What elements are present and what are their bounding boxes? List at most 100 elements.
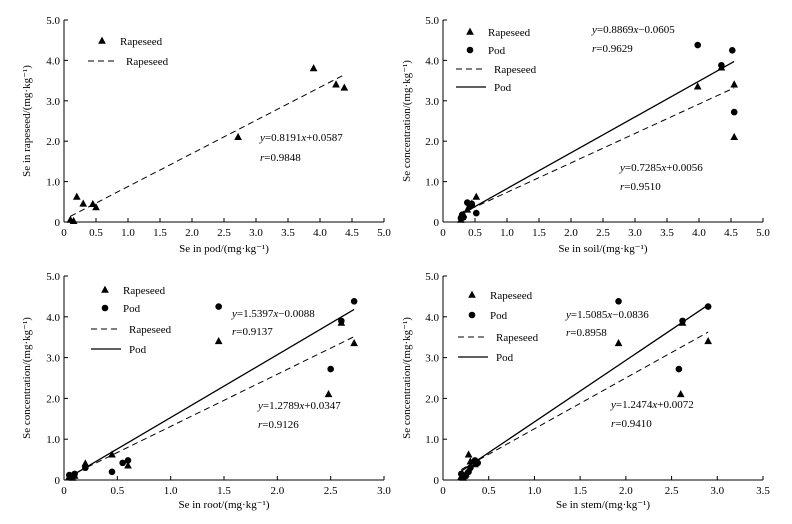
y-tick-label: 2.0 <box>46 136 60 148</box>
x-tick-label: 3.5 <box>660 227 674 239</box>
fit-equation: y=1.5397x−0.0088 <box>231 308 315 320</box>
y-tick-label: 4.0 <box>425 312 439 324</box>
legend-marker-circle <box>101 304 109 312</box>
legend-item-circle: Pod <box>466 45 506 57</box>
legend-item-solid: Pod <box>458 352 514 364</box>
data-point-pod <box>71 470 78 478</box>
fit-line-rapeseed <box>70 73 346 217</box>
fit-r-value: r=0.9410 <box>611 418 652 430</box>
y-axis-label: Se concentration/(mg·kg⁻¹) <box>401 317 413 439</box>
fit-equation: y=0.8191x+0.0587 <box>259 132 343 144</box>
x-tick-label: 3.0 <box>249 227 263 239</box>
data-point-pod <box>338 317 345 325</box>
legend-label: Rapeseed <box>496 332 539 344</box>
y-tick-label: 4.0 <box>425 55 439 67</box>
data-point-pod <box>327 365 334 373</box>
fit-equation: y=1.2474x+0.0072 <box>610 399 694 411</box>
data-point-pod <box>730 108 738 116</box>
data-point-rapeseed <box>88 199 97 208</box>
legend-item-dashed: Rapeseed <box>88 56 169 68</box>
x-tick-label: 1.5 <box>573 485 587 497</box>
x-tick-label: 0 <box>440 485 446 497</box>
fit-equation: y=0.8869x−0.0605 <box>591 24 675 36</box>
fit-equation: y=1.2789x+0.0347 <box>257 400 341 412</box>
legend-label: Pod <box>490 310 508 322</box>
fit-r-value: r=0.9629 <box>592 43 633 55</box>
data-point-rapeseed <box>234 132 242 140</box>
y-tick-label: 0 <box>55 475 61 487</box>
data-point-rapeseed <box>69 216 78 224</box>
y-tick-label: 3.0 <box>46 353 60 365</box>
legend-item-triangle: Rapeseed <box>98 36 163 48</box>
data-point-rapeseed <box>472 192 481 200</box>
x-tick-label: 1.0 <box>121 227 135 239</box>
fit-line-rapeseed <box>461 331 709 470</box>
x-tick-label: 0.5 <box>468 227 482 239</box>
data-point-pod <box>718 61 725 69</box>
x-tick-label: 3.0 <box>628 227 642 239</box>
y-tick-label: 1.0 <box>46 434 60 446</box>
legend-label: Rapeseed <box>129 324 172 336</box>
x-tick-label: 3.0 <box>710 485 724 497</box>
x-tick-label: 5.0 <box>377 227 391 239</box>
x-tick-label: 1.0 <box>500 227 514 239</box>
data-point-pod <box>119 459 126 467</box>
x-tick-label: 1.0 <box>164 485 178 497</box>
legend-marker-triangle <box>98 36 106 44</box>
data-point-rapeseed <box>614 338 623 347</box>
x-tick-label: 0 <box>61 227 67 239</box>
legend-label: Pod <box>129 344 147 356</box>
data-point-pod <box>124 457 132 464</box>
legend-item-dashed: Rapeseed <box>458 332 539 344</box>
y-tick-label: 5.0 <box>425 271 439 283</box>
fit-r-value: r=0.9848 <box>260 152 301 164</box>
panel-1: 0 0.5 1.0 1.5 2.0 2.5 3.0 3.5 4.0 4.5 5.0 0 1.0 2.0 3.… <box>21 15 391 255</box>
fit-equation: y=1.5085x−0.0836 <box>565 309 649 321</box>
data-point-rapeseed <box>693 82 702 90</box>
fit-line-pod <box>460 304 709 472</box>
legend-label: Rapeseed <box>490 290 533 302</box>
data-point-pod <box>615 297 622 305</box>
legend-label: Pod <box>123 303 141 315</box>
data-point-rapeseed <box>464 450 473 458</box>
legend-item-solid: Pod <box>456 82 512 94</box>
data-point-rapeseed <box>108 450 116 458</box>
legend-label: Rapeseed <box>494 64 537 76</box>
x-axis-label: Se in pod/(mg·kg⁻¹) <box>179 243 269 255</box>
panel-3: 0 0.5 1.0 1.5 2.0 2.5 3.0 0 1.0 2.0 3.0 4.0 5.0 Se in… <box>21 271 391 511</box>
data-point-pod <box>704 303 712 310</box>
legend-item-dashed: Rapeseed <box>91 324 172 336</box>
fit-equation: y=0.7285x+0.0056 <box>619 162 703 174</box>
legend-label: Rapeseed <box>120 36 163 48</box>
panel-4: 0 0.5 1.0 1.5 2.0 2.5 3.0 3.5 0 1.0 2.0 3.0 4.0 5.0 Se… <box>401 271 770 511</box>
data-point-rapeseed <box>340 83 349 91</box>
fit-line-rapeseed <box>460 87 735 214</box>
legend-marker-triangle <box>101 285 109 293</box>
x-tick-label: 2.5 <box>596 227 610 239</box>
data-point-rapeseed <box>730 80 739 88</box>
legend-marker-circle <box>468 311 476 319</box>
x-tick-label: 3.0 <box>377 485 391 497</box>
data-point-pod <box>472 209 480 217</box>
x-tick-label: 4.0 <box>313 227 327 239</box>
y-tick-label: 3.0 <box>425 353 439 365</box>
legend-item-circle: Pod <box>468 310 508 322</box>
y-tick-label: 0 <box>434 217 440 229</box>
data-point-rapeseed <box>214 336 223 345</box>
data-point-rapeseed <box>72 192 81 200</box>
fit-r-value: r=0.8958 <box>566 327 607 339</box>
data-point-rapeseed <box>324 389 333 398</box>
legend-label: Rapeseed <box>488 27 531 39</box>
x-tick-label: 3.5 <box>281 227 295 239</box>
y-tick-label: 5.0 <box>46 271 60 283</box>
y-axis-label: Se concentration/(mg·kg⁻¹) <box>21 317 33 439</box>
legend-item-dashed: Rapeseed <box>456 64 537 76</box>
legend-item-solid: Pod <box>91 344 147 356</box>
x-tick-label: 5.0 <box>756 227 770 239</box>
legend-label: Rapeseed <box>123 285 166 297</box>
data-point-rapeseed <box>350 338 358 347</box>
legend-marker-triangle <box>466 27 474 35</box>
data-point-rapeseed <box>81 459 90 467</box>
data-point-pod <box>350 297 358 305</box>
x-tick-label: 3.5 <box>756 485 770 497</box>
